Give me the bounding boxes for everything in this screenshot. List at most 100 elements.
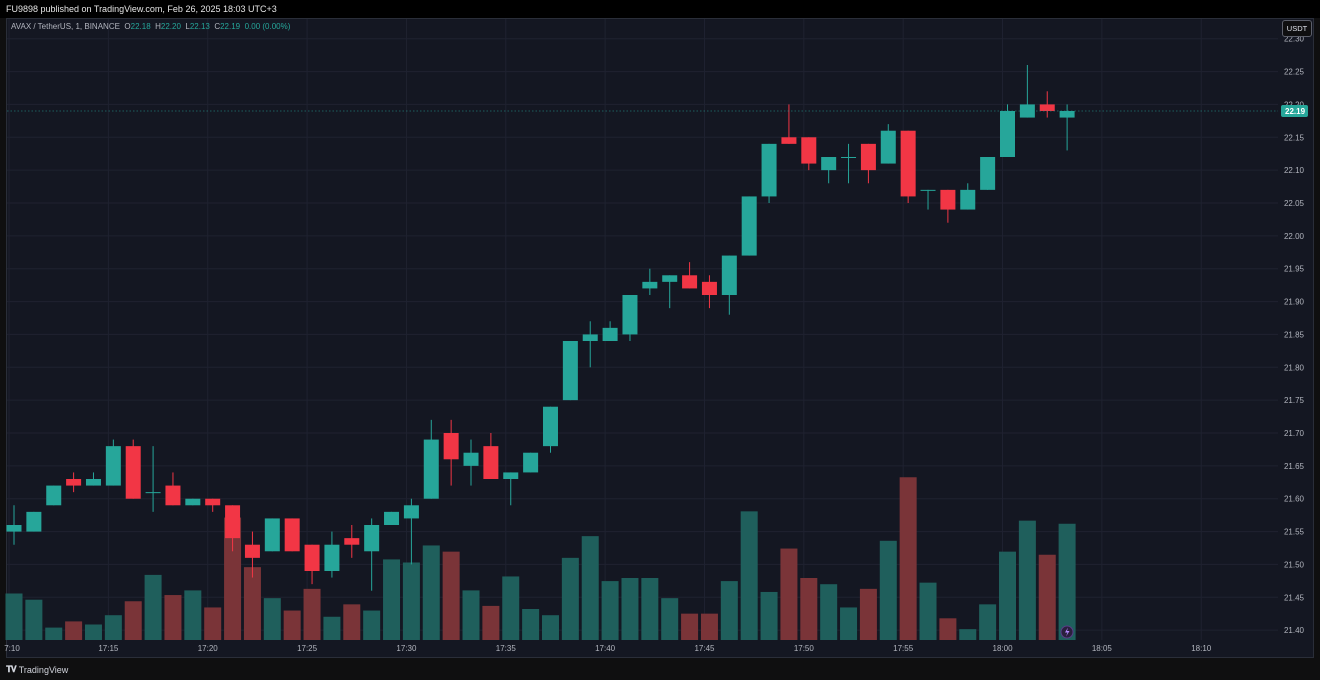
candle-body[interactable]	[801, 137, 817, 164]
candle-body[interactable]	[642, 281, 658, 289]
candle-body[interactable]	[582, 334, 598, 341]
volume-bar	[442, 551, 460, 640]
candle-body[interactable]	[26, 511, 42, 532]
candle-body[interactable]	[542, 406, 558, 447]
candle-body[interactable]	[205, 498, 221, 506]
volume-bar	[204, 607, 222, 640]
candle-body[interactable]	[423, 439, 439, 499]
candle-body[interactable]	[662, 275, 678, 282]
price-tick-label: 22.30	[1284, 35, 1305, 44]
volume-bar	[899, 477, 917, 640]
candle-body[interactable]	[761, 143, 777, 197]
candle-body[interactable]	[900, 130, 916, 197]
candle-body[interactable]	[622, 295, 638, 335]
volume-bar	[541, 615, 559, 640]
candle-body[interactable]	[125, 446, 141, 499]
candle-body[interactable]	[523, 452, 539, 473]
candle-body[interactable]	[185, 498, 201, 506]
candle-body[interactable]	[1039, 104, 1055, 111]
price-tick-label: 21.45	[1284, 593, 1305, 602]
candle-body[interactable]	[264, 518, 280, 552]
candle-body[interactable]	[6, 525, 22, 532]
candle-body[interactable]	[821, 157, 837, 171]
volume-bar	[1018, 520, 1036, 640]
candle-body[interactable]	[463, 452, 479, 466]
volume-bar	[224, 517, 242, 640]
candle-body[interactable]	[483, 446, 499, 479]
candle-body[interactable]	[384, 511, 400, 525]
volume-bar	[820, 584, 838, 640]
volume-bar	[1038, 554, 1056, 640]
volume-bar	[1058, 523, 1076, 640]
volume-bar	[243, 567, 261, 640]
candle-body[interactable]	[364, 525, 380, 552]
candle-body[interactable]	[721, 255, 737, 295]
price-tick-label: 21.95	[1284, 265, 1305, 274]
tradingview-logo-icon: 𝐓𝐕	[6, 664, 17, 674]
price-tick-label: 22.25	[1284, 68, 1305, 77]
candle-body[interactable]	[344, 538, 360, 545]
candle-body[interactable]	[443, 433, 459, 460]
candle-body[interactable]	[860, 143, 876, 171]
last-price-badge: 22.19	[1281, 105, 1308, 117]
candle-body[interactable]	[741, 196, 757, 256]
candle-body[interactable]	[145, 492, 161, 494]
volume-bar	[720, 581, 738, 640]
candle-body[interactable]	[602, 327, 618, 341]
candle-body[interactable]	[105, 446, 121, 486]
candle-body[interactable]	[403, 505, 419, 519]
volume-bar	[840, 607, 858, 640]
volume-bar	[502, 576, 520, 640]
publisher-text: FU9898 published on TradingView.com, Feb…	[6, 4, 277, 14]
volume-bar	[999, 551, 1016, 640]
currency-button[interactable]: USDT	[1282, 20, 1312, 37]
price-tick-label: 21.60	[1284, 495, 1305, 504]
volume-bar	[402, 562, 420, 640]
candle-body[interactable]	[841, 157, 857, 158]
volume-bar	[164, 595, 182, 640]
volume-bar	[939, 618, 957, 640]
candle-body[interactable]	[1000, 111, 1015, 157]
candle-body[interactable]	[1059, 111, 1075, 118]
candle-body[interactable]	[1019, 104, 1035, 118]
price-tick-label: 21.50	[1284, 560, 1305, 569]
candle-body[interactable]	[562, 341, 578, 401]
candle-body[interactable]	[980, 157, 996, 190]
volume-bar	[144, 574, 162, 640]
candle-body[interactable]	[304, 544, 320, 571]
candle-body[interactable]	[244, 544, 260, 558]
candle-body[interactable]	[781, 137, 797, 144]
candle-body[interactable]	[165, 485, 181, 506]
price-tick-label: 21.80	[1284, 363, 1305, 372]
candle-body[interactable]	[503, 472, 519, 479]
candle-body[interactable]	[225, 505, 241, 539]
tradingview-brand[interactable]: 𝐓𝐕 TradingView	[6, 664, 68, 675]
volume-bar	[263, 598, 281, 640]
volume-bar	[323, 616, 341, 640]
chart-panel[interactable]	[6, 18, 1314, 658]
candle-body[interactable]	[940, 189, 956, 210]
candle-body[interactable]	[324, 544, 340, 571]
candle-body[interactable]	[920, 189, 936, 191]
candle-body[interactable]	[880, 130, 896, 164]
time-tick-label: 17:20	[198, 644, 219, 653]
candle-body[interactable]	[85, 479, 101, 486]
volume-bar	[5, 593, 23, 640]
candle-body[interactable]	[682, 275, 698, 289]
time-tick-label: 17:50	[794, 644, 815, 653]
candle-body[interactable]	[46, 485, 62, 506]
volume-bar	[124, 601, 142, 640]
candle-body[interactable]	[701, 281, 717, 295]
price-tick-label: 21.70	[1284, 429, 1305, 438]
footer-bar	[0, 658, 1320, 680]
time-tick-label: 18:00	[993, 644, 1014, 653]
volume-bar	[65, 621, 83, 640]
candle-body[interactable]	[284, 518, 300, 552]
time-tick-label: 17:45	[694, 644, 715, 653]
price-tick-label: 22.10	[1284, 166, 1305, 175]
lightning-icon[interactable]	[1060, 625, 1074, 639]
volume-bar	[800, 578, 818, 640]
candle-body[interactable]	[960, 189, 976, 210]
candle-body[interactable]	[66, 479, 82, 486]
